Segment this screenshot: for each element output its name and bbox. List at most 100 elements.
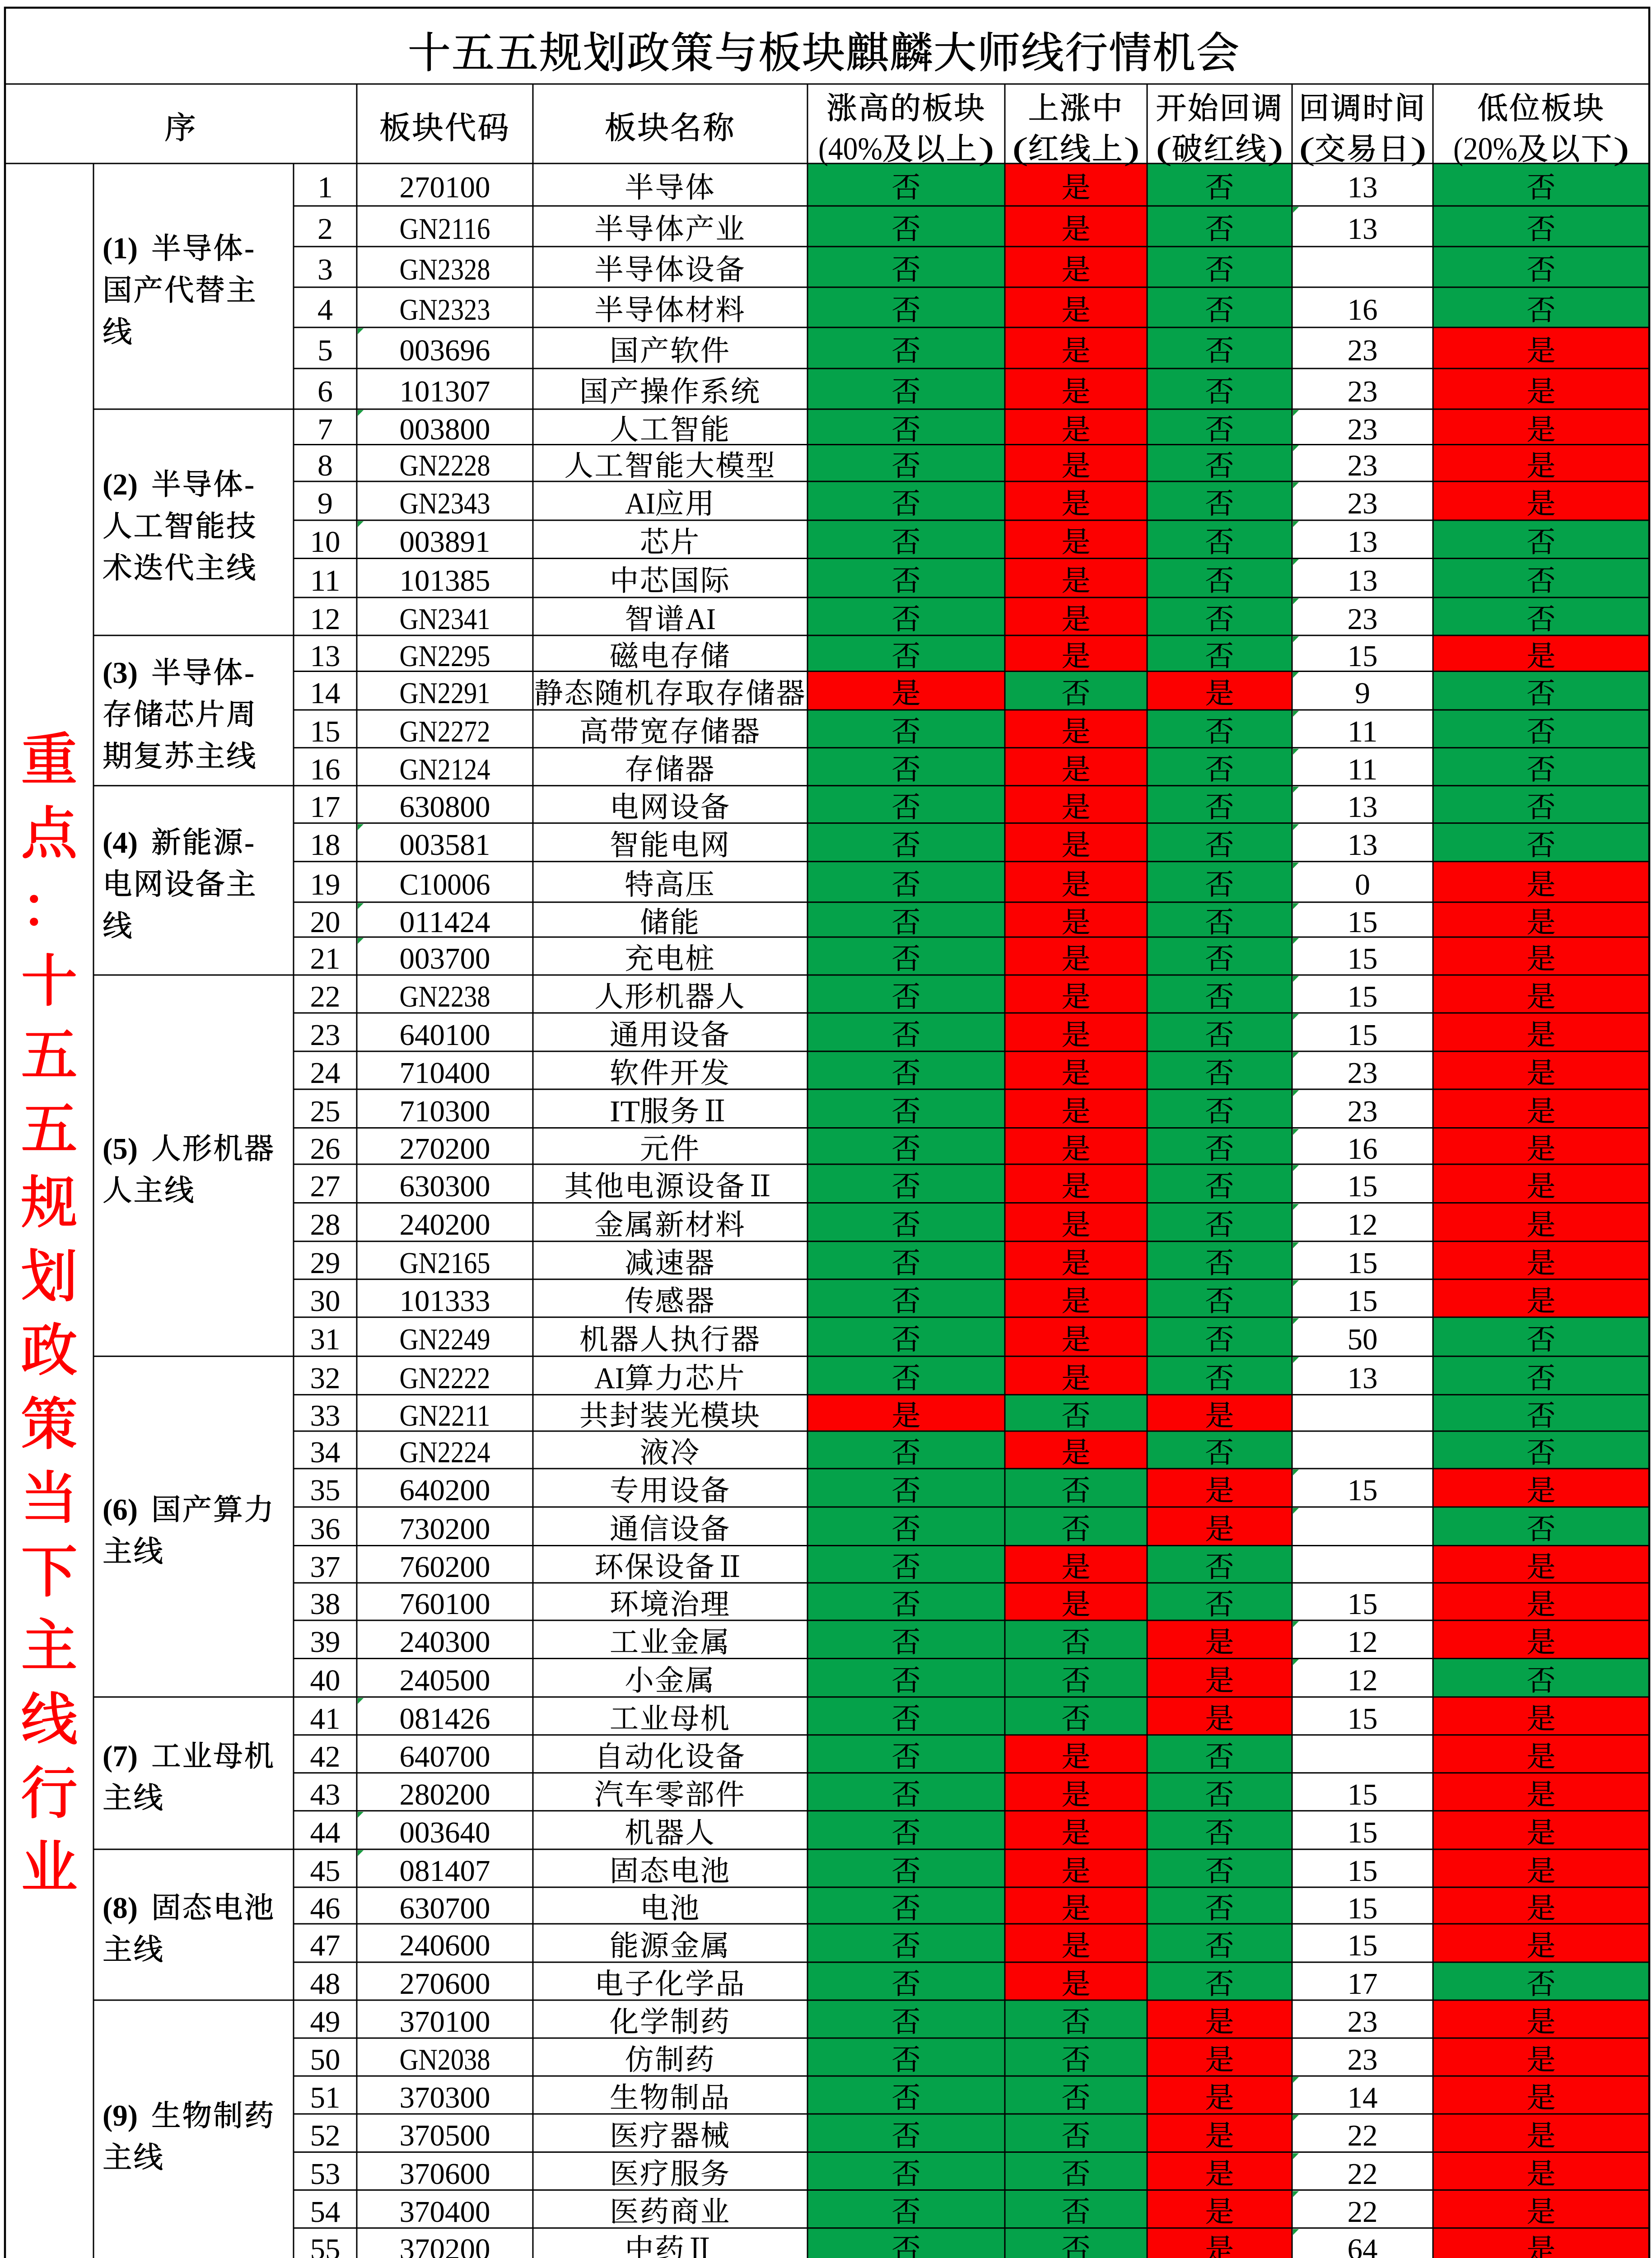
- svg-text:(9): (9): [103, 2099, 138, 2132]
- svg-text:23: 23: [310, 1018, 341, 1052]
- svg-text:003640: 003640: [400, 1816, 490, 1849]
- svg-text:28: 28: [310, 1208, 341, 1241]
- svg-text:40: 40: [310, 1664, 341, 1697]
- svg-text:22: 22: [1348, 2157, 1378, 2191]
- svg-text:38: 38: [310, 1587, 341, 1621]
- svg-text:(: (: [1012, 131, 1028, 167]
- svg-text:370400: 370400: [400, 2195, 490, 2229]
- svg-text:710400: 710400: [400, 1056, 490, 1090]
- svg-text:): ): [1613, 131, 1629, 167]
- svg-text:13: 13: [1348, 525, 1378, 559]
- svg-text:10: 10: [310, 525, 341, 559]
- svg-text:730200: 730200: [400, 1512, 490, 1546]
- svg-text:370200: 370200: [400, 2233, 490, 2258]
- svg-text:GN2249: GN2249: [400, 1323, 490, 1356]
- svg-text:47: 47: [310, 1929, 341, 1962]
- svg-text:13: 13: [1348, 564, 1378, 597]
- svg-text:760100: 760100: [400, 1587, 490, 1621]
- svg-text:AI: AI: [686, 602, 716, 636]
- svg-text:12: 12: [1348, 1625, 1378, 1659]
- svg-text:240600: 240600: [400, 1929, 490, 1962]
- svg-text:15: 15: [1348, 1474, 1378, 1507]
- svg-text:13: 13: [1348, 212, 1378, 246]
- svg-text:003696: 003696: [400, 334, 490, 367]
- svg-text:GN2328: GN2328: [400, 253, 490, 286]
- svg-text:GN2224: GN2224: [400, 1436, 490, 1469]
- svg-text:GN2165: GN2165: [400, 1246, 490, 1280]
- svg-text:): ): [1267, 131, 1283, 167]
- svg-text:-: -: [244, 232, 254, 265]
- svg-text:14: 14: [310, 676, 341, 710]
- svg-text:15: 15: [1348, 1929, 1378, 1962]
- svg-text:370500: 370500: [400, 2119, 490, 2152]
- svg-text:44: 44: [310, 1816, 341, 1849]
- svg-text:(3): (3): [103, 656, 138, 690]
- svg-text:9: 9: [1355, 676, 1370, 710]
- svg-text:17: 17: [1348, 1967, 1378, 2001]
- svg-text:17: 17: [310, 790, 341, 824]
- svg-text:003891: 003891: [400, 525, 490, 559]
- svg-text:IT: IT: [610, 1095, 640, 1128]
- svg-text:GN2038: GN2038: [400, 2043, 490, 2076]
- svg-text:22: 22: [1348, 2119, 1378, 2152]
- svg-text:AI: AI: [625, 487, 655, 520]
- svg-text:270200: 270200: [400, 1132, 490, 1166]
- svg-text:11: 11: [1348, 753, 1378, 786]
- svg-text:12: 12: [310, 602, 341, 636]
- svg-text:36: 36: [310, 1512, 341, 1546]
- svg-text:-: -: [244, 656, 254, 690]
- svg-text:15: 15: [1348, 980, 1378, 1013]
- svg-text:15: 15: [1348, 1892, 1378, 1925]
- svg-text:24: 24: [310, 1056, 341, 1090]
- svg-text:25: 25: [310, 1095, 341, 1128]
- svg-text:630700: 630700: [400, 1892, 490, 1925]
- svg-text:35: 35: [310, 1474, 341, 1507]
- svg-text:23: 23: [1348, 602, 1378, 636]
- svg-text:15: 15: [1348, 1816, 1378, 1849]
- svg-text:12: 12: [1348, 1208, 1378, 1241]
- svg-text:31: 31: [310, 1323, 341, 1356]
- svg-text:23: 23: [1348, 334, 1378, 367]
- svg-text:630800: 630800: [400, 790, 490, 824]
- svg-text:): ): [978, 131, 994, 167]
- svg-text:22: 22: [310, 980, 341, 1013]
- svg-text:760200: 760200: [400, 1550, 490, 1584]
- svg-text:16: 16: [1348, 1132, 1378, 1166]
- svg-text:1: 1: [317, 171, 333, 204]
- svg-text:23: 23: [1348, 1056, 1378, 1090]
- svg-text:21: 21: [310, 942, 341, 975]
- svg-text:64: 64: [1348, 2233, 1378, 2258]
- svg-text:23: 23: [1348, 449, 1378, 482]
- svg-text:32: 32: [310, 1362, 341, 1395]
- svg-text:(20%: (20%: [1453, 131, 1517, 167]
- svg-text:GN2343: GN2343: [400, 487, 490, 520]
- svg-text:240200: 240200: [400, 1208, 490, 1241]
- svg-text:53: 53: [310, 2157, 341, 2191]
- svg-text:270100: 270100: [400, 171, 490, 204]
- svg-text:34: 34: [310, 1436, 341, 1469]
- svg-text:GN2116: GN2116: [400, 212, 490, 246]
- svg-text:101307: 101307: [400, 375, 490, 408]
- svg-text:23: 23: [1348, 2043, 1378, 2076]
- svg-text:29: 29: [310, 1246, 341, 1280]
- svg-text:12: 12: [1348, 1664, 1378, 1697]
- svg-text:370100: 370100: [400, 2005, 490, 2039]
- svg-text:C10006: C10006: [400, 868, 490, 901]
- svg-text:11: 11: [1348, 715, 1378, 748]
- svg-text:(6): (6): [103, 1493, 138, 1526]
- svg-text:16: 16: [310, 753, 341, 786]
- svg-text:-: -: [244, 468, 254, 501]
- svg-text:-: -: [244, 826, 254, 859]
- svg-text:081407: 081407: [400, 1854, 490, 1888]
- svg-text:GN2238: GN2238: [400, 980, 490, 1013]
- svg-text:15: 15: [1348, 1170, 1378, 1203]
- svg-text:(4): (4): [103, 826, 138, 859]
- svg-text:101333: 101333: [400, 1284, 490, 1318]
- svg-text:18: 18: [310, 828, 341, 862]
- svg-text:51: 51: [310, 2081, 341, 2114]
- svg-text:(: (: [1299, 131, 1315, 167]
- svg-text:15: 15: [1348, 905, 1378, 939]
- svg-text:(: (: [1156, 131, 1172, 167]
- svg-text:630300: 630300: [400, 1170, 490, 1203]
- svg-text:0: 0: [1355, 868, 1370, 901]
